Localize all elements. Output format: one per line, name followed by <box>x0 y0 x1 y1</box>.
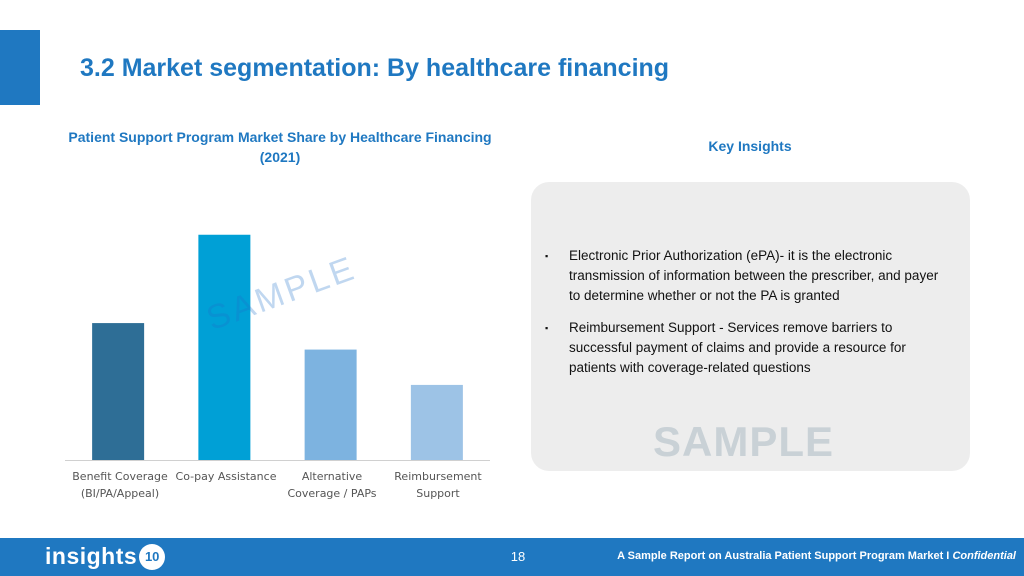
card-watermark: SAMPLE <box>653 418 835 465</box>
key-insights-card: ▪ Electronic Prior Authorization (ePA)- … <box>531 182 970 471</box>
x-tick-label-line: Co-pay Assistance <box>175 470 277 483</box>
chart-title-line-1: Patient Support Program Market Share by … <box>68 129 492 145</box>
square-bullet-icon: ▪ <box>545 323 549 333</box>
page-number: 18 <box>510 549 526 564</box>
insights10-logo: insights 10 <box>45 543 166 570</box>
x-tick-label-reimbursement-support: Reimbursement Support <box>383 468 493 502</box>
accent-bar <box>0 30 40 105</box>
bar-chart <box>65 234 490 461</box>
logo-wordmark: insights <box>45 543 138 569</box>
x-tick-label-line: Benefit Coverage <box>72 470 168 483</box>
footer-bar: insights 10 18 A Sample Report on Austra… <box>0 538 1024 576</box>
chart-title: Patient Support Program Market Share by … <box>40 127 520 167</box>
key-insights-list: ▪ Electronic Prior Authorization (ePA)- … <box>545 246 948 390</box>
x-tick-label-line: Reimbursement <box>394 470 482 483</box>
insight-item: ▪ Electronic Prior Authorization (ePA)- … <box>545 246 948 306</box>
x-tick-label-line: (BI/PA/Appeal) <box>80 487 160 500</box>
chart-title-line-2: (2021) <box>259 149 301 165</box>
x-tick-label-co-pay-assistance: Co-pay Assistance <box>171 468 281 485</box>
bar-0 <box>92 323 145 460</box>
square-bullet-icon: ▪ <box>545 251 549 261</box>
x-tick-label-line: Support <box>416 487 460 500</box>
key-insights-title: Key Insights <box>708 138 792 154</box>
bar-1 <box>198 234 251 460</box>
bar-2 <box>304 349 357 460</box>
x-tick-label-line: Alternative <box>301 470 363 483</box>
page-title: 3.2 Market segmentation: By healthcare f… <box>80 54 670 82</box>
footer-report-text: A Sample Report on Australia Patient Sup… <box>617 550 1016 562</box>
insight-text: Reimbursement Support - Services remove … <box>569 320 906 375</box>
confidential-label: Confidential <box>952 550 1016 562</box>
report-title: A Sample Report on Australia Patient Sup… <box>617 550 950 562</box>
insight-text: Electronic Prior Authorization (ePA)- it… <box>569 248 939 303</box>
logo-badge: 10 <box>139 543 166 570</box>
bar-3 <box>410 384 463 460</box>
x-tick-label-line: Coverage / PAPs <box>287 487 377 500</box>
x-tick-label-benefit-coverage: Benefit Coverage (BI/PA/Appeal) <box>65 468 175 502</box>
insight-item: ▪ Reimbursement Support - Services remov… <box>545 318 948 378</box>
x-tick-label-alternative-coverage: Alternative Coverage / PAPs <box>277 468 387 502</box>
